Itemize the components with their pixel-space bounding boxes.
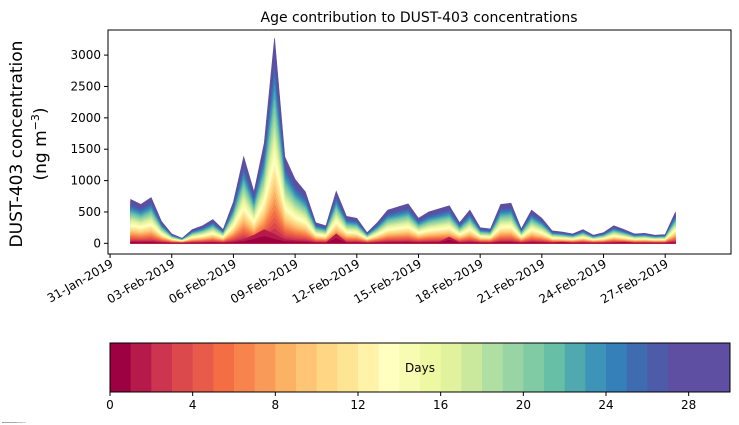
colorbar-bin-27 — [668, 343, 690, 392]
plot-frame — [107, 29, 732, 255]
colorbar-tick-label: 0 — [106, 398, 114, 412]
colorbar-bin-5 — [213, 343, 235, 392]
y-tick-label: 500 — [78, 205, 101, 219]
y-axis: 0 500 1000 1500 2000 2500 3000 — [70, 48, 108, 250]
colorbar-label: Days — [405, 361, 435, 375]
colorbar-bin-1 — [130, 343, 152, 392]
colorbar-bin-12 — [358, 343, 380, 392]
colorbar-tick-label: 16 — [433, 398, 448, 412]
youngest-series-caption: Youngest age bins (0–2 days) — [2, 421, 17, 424]
age-bin-area-0 — [130, 236, 676, 244]
colorbar-bin-9 — [296, 343, 318, 392]
colorbar-tick-label: 8 — [272, 398, 280, 412]
colorbar-tick-label: 4 — [189, 398, 197, 412]
colorbar-bin-17 — [461, 343, 483, 392]
colorbar-bin-25 — [626, 343, 648, 392]
colorbar-bin-15 — [420, 343, 442, 392]
y-tick-label: 2000 — [70, 111, 101, 125]
colorbar-bin-16 — [440, 343, 462, 392]
colorbar-tick-label: 28 — [681, 398, 696, 412]
colorbar-tick-label: 20 — [516, 398, 531, 412]
x-tick-label: 15-Feb-2019 — [351, 256, 424, 306]
x-series-caption: Date (days since 31-Jan-2019, 12-hourly) — [2, 421, 23, 424]
y-unit-prefix: (ng m — [31, 130, 51, 180]
colorbar-bin-3 — [172, 343, 194, 392]
colorbar-bin-24 — [606, 343, 628, 392]
x-tick-label: 31-Jan-2019 — [45, 256, 116, 305]
age-stack-areas — [130, 38, 676, 244]
x-tick-label: 21-Feb-2019 — [475, 256, 548, 306]
chart-title: Age contribution to DUST-403 concentrati… — [261, 10, 578, 26]
y-tick-label: 0 — [93, 236, 101, 250]
colorbar-bin-7 — [254, 343, 276, 392]
colorbar-bin-22 — [564, 343, 586, 392]
colorbar-bin-26 — [647, 343, 669, 392]
colorbar-border — [109, 342, 731, 393]
colorbar-bin-14 — [399, 343, 421, 392]
colorbar-bin-0 — [110, 343, 132, 392]
y-unit-suffix: ) — [31, 107, 51, 114]
y-tick-label: 1000 — [70, 174, 101, 188]
y-tick-label: 3000 — [70, 48, 101, 62]
x-tick-label: 06-Feb-2019 — [166, 256, 239, 306]
colorbar-bin-21 — [544, 343, 566, 392]
colorbar-bin-11 — [337, 343, 359, 392]
y-axis-unit-label: (ng m−3) — [29, 107, 51, 180]
y-axis-label: DUST-403 concentration — [7, 41, 27, 248]
colorbar-bin-2 — [151, 343, 173, 392]
colorbar-bin-4 — [192, 343, 214, 392]
colorbar-bin-18 — [482, 343, 504, 392]
colorbar-bin-6 — [234, 343, 256, 392]
colorbar-bin-10 — [316, 343, 338, 392]
colorbar-tick-label: 24 — [598, 398, 613, 412]
colorbar-bin-8 — [275, 343, 297, 392]
y-unit-exponent: −3 — [29, 114, 42, 130]
plot-border — [107, 29, 732, 255]
colorbar-tick-label: 12 — [350, 398, 365, 412]
x-axis: 31-Jan-201903-Feb-201906-Feb-201909-Feb-… — [45, 254, 671, 306]
total-series-caption: Total concentration (sum of age bins 0–3… — [2, 421, 27, 424]
colorbar-bin-13 — [378, 343, 400, 392]
colorbar-bin-19 — [502, 343, 524, 392]
colorbar-bin-28 — [688, 343, 710, 392]
x-tick-label: 27-Feb-2019 — [598, 256, 671, 306]
x-tick-label: 03-Feb-2019 — [105, 256, 178, 306]
x-tick-label: 09-Feb-2019 — [228, 256, 301, 306]
x-tick-label: 12-Feb-2019 — [290, 256, 363, 306]
colorbar-bin-23 — [585, 343, 607, 392]
colorbar: 0 4 8 12 16 20 24 28 — [106, 342, 731, 412]
x-tick-label: 24-Feb-2019 — [536, 256, 609, 306]
y-tick-label: 2500 — [70, 79, 101, 93]
colorbar-bin-20 — [523, 343, 545, 392]
y-tick-label: 1500 — [70, 142, 101, 156]
x-tick-label: 18-Feb-2019 — [413, 256, 486, 306]
colorbar-bin-29 — [709, 343, 731, 392]
